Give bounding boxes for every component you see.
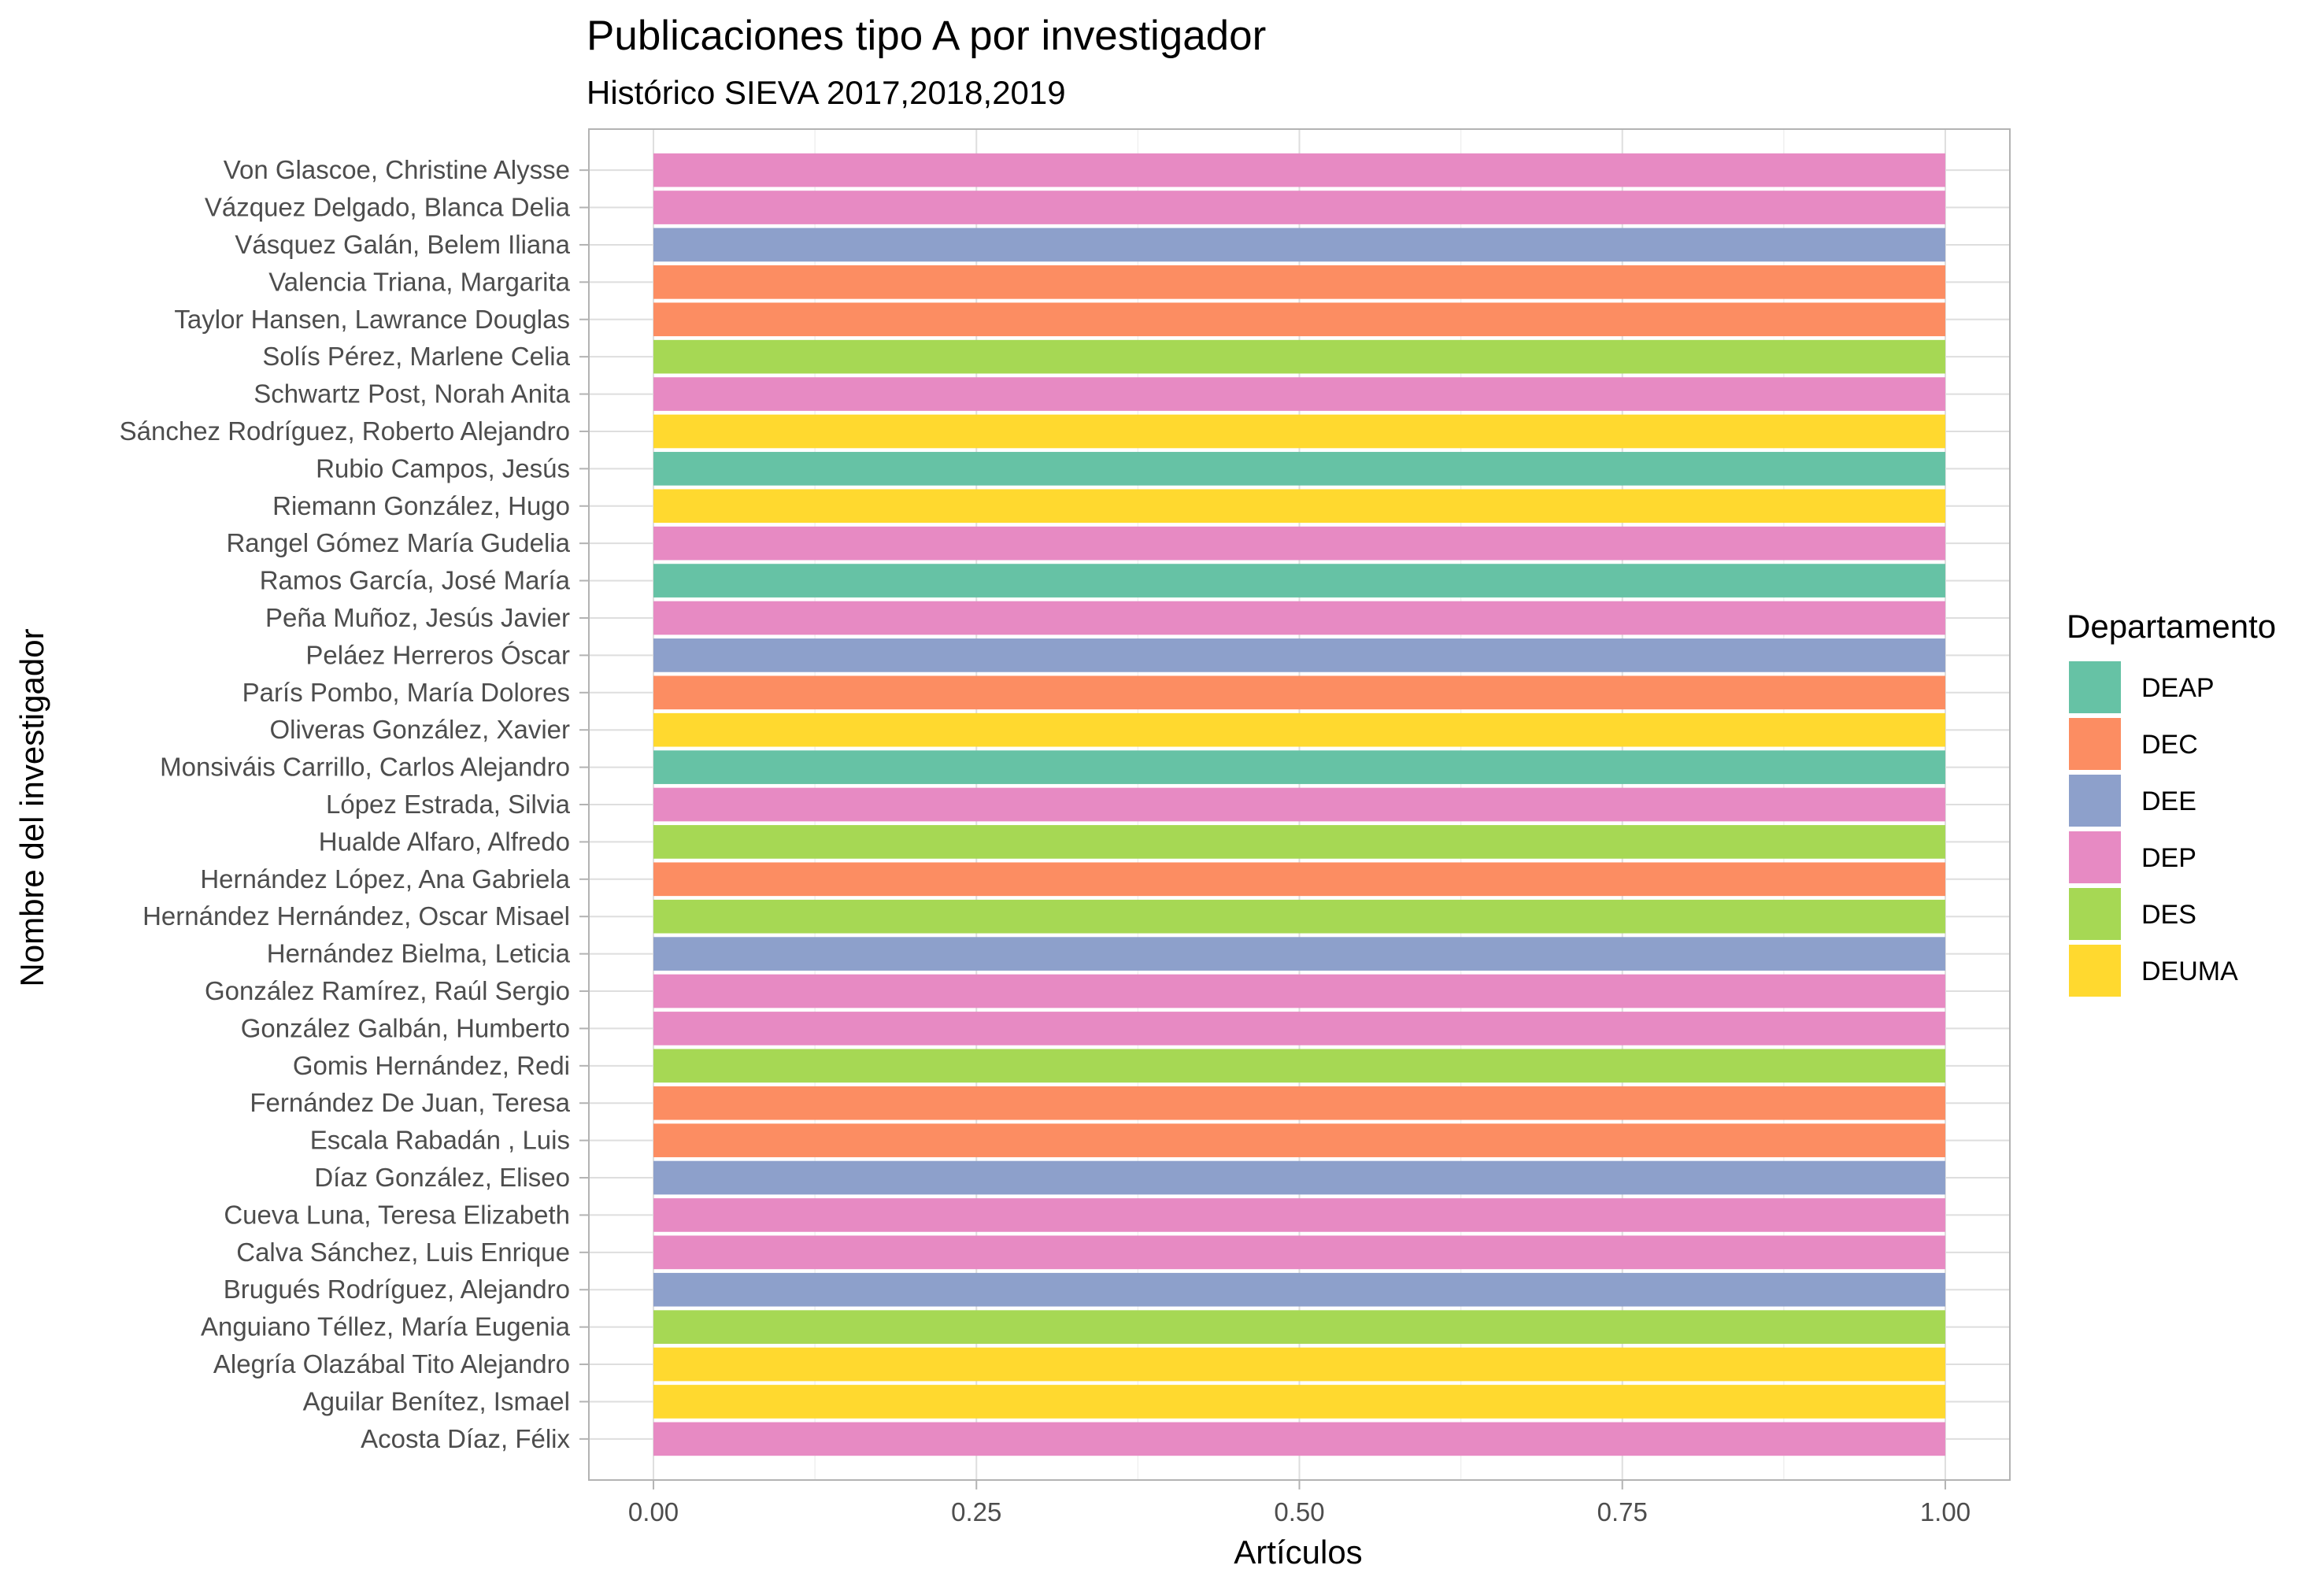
y-tick-label: Hernández López, Ana Gabriela [200, 864, 570, 894]
bar [653, 489, 1945, 524]
y-tick-label: Vásquez Galán, Belem Iliana [235, 230, 570, 259]
legend-title: Departamento [2067, 608, 2276, 645]
y-tick-label: Hernández Bielma, Leticia [267, 939, 571, 968]
bar [653, 265, 1945, 299]
bar [653, 1347, 1945, 1382]
bar [653, 712, 1945, 747]
y-tick-label: Von Glascoe, Christine Alysse [224, 155, 570, 184]
y-tick-label: Hualde Alfaro, Alfredo [319, 827, 570, 856]
bar [653, 153, 1945, 187]
y-tick-label: Calva Sánchez, Luis Enrique [236, 1238, 570, 1267]
bar [653, 452, 1945, 486]
y-tick-label: Aguilar Benítez, Ismael [303, 1386, 570, 1415]
bar [653, 414, 1945, 449]
legend-label: DEE [2141, 786, 2196, 816]
bar [653, 377, 1945, 411]
legend-label: DES [2141, 900, 2196, 930]
x-tick-label: 0.00 [628, 1497, 679, 1526]
y-tick-label: Monsiváis Carrillo, Carlos Alejandro [160, 753, 570, 782]
bar [653, 191, 1945, 224]
y-tick-label: Solís Pérez, Marlene Celia [262, 342, 570, 371]
y-tick-label: Peláez Herreros Óscar [305, 640, 570, 669]
bar [653, 601, 1945, 635]
bar [653, 526, 1945, 561]
y-tick-label: Rubio Campos, Jesús [316, 453, 570, 483]
legend: Departamento DEAP DEC DEE DEP DES DEUMA [2067, 608, 2276, 997]
legend-key [2069, 945, 2121, 997]
y-tick-label: Taylor Hansen, Lawrance Douglas [174, 305, 570, 334]
bar [653, 862, 1945, 897]
bar [653, 228, 1945, 262]
x-axis-title: Artículos [1234, 1534, 1362, 1571]
y-tick-label: Sánchez Rodríguez, Roberto Alejandro [120, 416, 570, 446]
bar [653, 1160, 1945, 1195]
y-tick-label: Alegría Olazábal Tito Alejandro [213, 1349, 570, 1378]
legend-key [2069, 718, 2121, 770]
bar [653, 750, 1945, 784]
bar [653, 1310, 1945, 1344]
x-tick-label: 0.50 [1274, 1497, 1324, 1526]
legend-label: DEP [2141, 843, 2196, 873]
y-tick-label: Rangel Gómez María Gudelia [226, 528, 570, 557]
y-axis-title: Nombre del investigador [13, 628, 50, 986]
legend-label: DEC [2141, 730, 2198, 760]
y-tick-label: Ramos García, José María [260, 566, 571, 595]
y-tick-label: Hernández Hernández, Oscar Misael [142, 901, 570, 931]
bar [653, 302, 1945, 337]
legend-key [2069, 775, 2121, 827]
y-tick-label: Cueva Luna, Teresa Elizabeth [224, 1200, 570, 1229]
bar [653, 1198, 1945, 1232]
bar [653, 1123, 1945, 1157]
y-tick-label: Acosta Díaz, Félix [361, 1424, 570, 1453]
bar [653, 974, 1945, 1008]
bar [653, 1272, 1945, 1307]
y-tick-label: Fernández De Juan, Teresa [250, 1088, 570, 1117]
bar [653, 564, 1945, 598]
y-tick-label: Peña Muñoz, Jesús Javier [265, 603, 570, 632]
legend-label: DEAP [2141, 673, 2215, 703]
bar [653, 787, 1945, 822]
chart-title: Publicaciones tipo A por investigador [587, 13, 1266, 59]
bar [653, 899, 1945, 934]
y-tick-label: París Pombo, María Dolores [242, 678, 570, 707]
y-tick-label: González Ramírez, Raúl Sergio [205, 976, 570, 1005]
bar [653, 675, 1945, 710]
y-tick-label: Vázquez Delgado, Blanca Delia [205, 193, 571, 222]
y-tick-label: Brugués Rodríguez, Alejandro [224, 1275, 570, 1304]
bar [653, 638, 1945, 672]
chart-subtitle: Histórico SIEVA 2017,2018,2019 [587, 74, 1066, 111]
y-tick-label: Valencia Triana, Margarita [268, 267, 570, 296]
y-tick-label: López Estrada, Silvia [326, 790, 571, 819]
bar [653, 1012, 1945, 1045]
y-tick-label: Díaz González, Eliseo [314, 1163, 570, 1192]
y-tick-label: Escala Rabadán , Luis [310, 1126, 570, 1155]
legend-key [2069, 661, 2121, 713]
x-tick-label: 0.75 [1597, 1497, 1648, 1526]
x-tick-label: 1.00 [1920, 1497, 1971, 1526]
y-tick-label: Anguiano Téllez, María Eugenia [201, 1312, 571, 1341]
bar [653, 1385, 1945, 1419]
bar [653, 1049, 1945, 1083]
x-tick-label: 0.25 [951, 1497, 1001, 1526]
y-tick-label: Riemann González, Hugo [272, 491, 570, 520]
bar [653, 1235, 1945, 1270]
y-tick-label: Schwartz Post, Norah Anita [253, 379, 570, 409]
bar [653, 1422, 1945, 1456]
y-tick-label: Oliveras González, Xavier [270, 715, 570, 744]
bar [653, 825, 1945, 859]
y-tick-label: Gomis Hernández, Redi [293, 1051, 570, 1080]
legend-key [2069, 888, 2121, 940]
legend-label: DEUMA [2141, 957, 2238, 986]
legend-key [2069, 831, 2121, 883]
plot-panel: Von Glascoe, Christine Alysse Vázquez Del… [120, 128, 2011, 1526]
bar [653, 1086, 1945, 1120]
bar [653, 937, 1945, 971]
bar [653, 339, 1945, 374]
y-tick-label: González Galbán, Humberto [241, 1013, 570, 1042]
